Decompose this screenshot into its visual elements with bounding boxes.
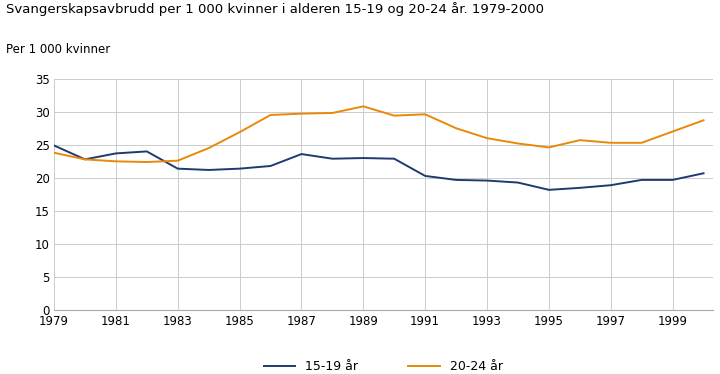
15-19 år [575, 186, 584, 190]
Line: 15-19 år: 15-19 år [54, 145, 703, 190]
20-24 år [81, 157, 89, 162]
20-24 år [328, 111, 337, 115]
Text: Per 1 000 kvinner: Per 1 000 kvinner [6, 43, 110, 56]
20-24 år [668, 129, 677, 134]
20-24 år [235, 130, 244, 134]
15-19 år [544, 188, 553, 192]
15-19 år [204, 168, 213, 172]
20-24 år [575, 138, 584, 142]
20-24 år [699, 118, 708, 123]
Line: 20-24 år: 20-24 år [54, 106, 703, 162]
20-24 år [112, 159, 120, 163]
15-19 år [606, 183, 615, 187]
15-19 år [699, 171, 708, 175]
20-24 år [420, 112, 429, 117]
20-24 år [204, 146, 213, 150]
15-19 år [513, 180, 522, 185]
15-19 år [235, 166, 244, 171]
Legend: 15-19 år, 20-24 år: 15-19 år, 20-24 år [259, 355, 508, 374]
20-24 år [174, 159, 182, 163]
15-19 år [637, 178, 646, 182]
15-19 år [668, 178, 677, 182]
20-24 år [513, 141, 522, 146]
20-24 år [297, 111, 306, 116]
15-19 år [420, 174, 429, 178]
20-24 år [143, 160, 151, 164]
20-24 år [637, 141, 646, 145]
20-24 år [50, 150, 58, 155]
15-19 år [50, 143, 58, 148]
15-19 år [390, 156, 399, 161]
15-19 år [266, 164, 275, 168]
15-19 år [174, 166, 182, 171]
20-24 år [544, 145, 553, 150]
15-19 år [359, 156, 368, 160]
15-19 år [482, 178, 491, 183]
20-24 år [451, 126, 460, 131]
15-19 år [328, 156, 337, 161]
20-24 år [266, 113, 275, 117]
20-24 år [390, 113, 399, 118]
15-19 år [297, 152, 306, 156]
Text: Svangerskapsavbrudd per 1 000 kvinner i alderen 15-19 og 20-24 år. 1979-2000: Svangerskapsavbrudd per 1 000 kvinner i … [6, 2, 544, 16]
15-19 år [143, 149, 151, 154]
20-24 år [606, 141, 615, 145]
15-19 år [112, 151, 120, 156]
15-19 år [451, 178, 460, 182]
20-24 år [359, 104, 368, 108]
15-19 år [81, 157, 89, 162]
20-24 år [482, 136, 491, 140]
